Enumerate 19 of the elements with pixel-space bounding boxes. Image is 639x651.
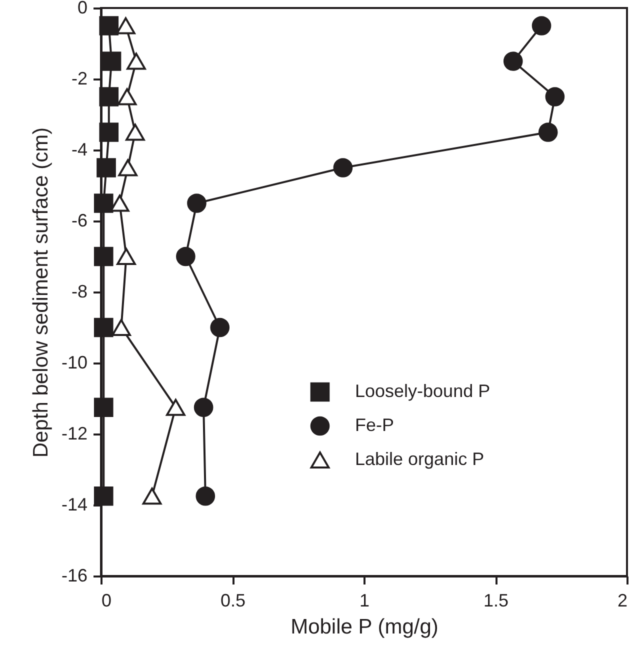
x-tick-label: 0 — [102, 590, 112, 610]
x-axis-title: Mobile P (mg/g) — [290, 616, 438, 638]
x-tick-label: 0.5 — [220, 590, 246, 610]
y-tick-label: -6 — [71, 210, 88, 230]
y-tick-label: -12 — [61, 424, 88, 444]
y-tick-label: -4 — [71, 140, 88, 160]
y-tick-label: -8 — [71, 282, 88, 302]
y-tick-label: -10 — [61, 352, 88, 372]
y-tick-label: -16 — [61, 566, 88, 586]
x-tick-label: 2 — [617, 590, 628, 610]
y-tick-label: -2 — [71, 68, 88, 88]
legend-label: Fe-P — [355, 415, 394, 435]
y-tick-label: -14 — [61, 494, 88, 514]
legend-label: Labile organic P — [355, 449, 484, 469]
x-tick-label: 1.5 — [483, 590, 509, 610]
y-axis-title: Depth below sediment surface (cm) — [29, 127, 52, 458]
legend-label: Loosely-bound P — [355, 381, 490, 401]
y-tick-label: 0 — [77, 0, 88, 18]
x-tick-label: 1 — [359, 590, 370, 610]
